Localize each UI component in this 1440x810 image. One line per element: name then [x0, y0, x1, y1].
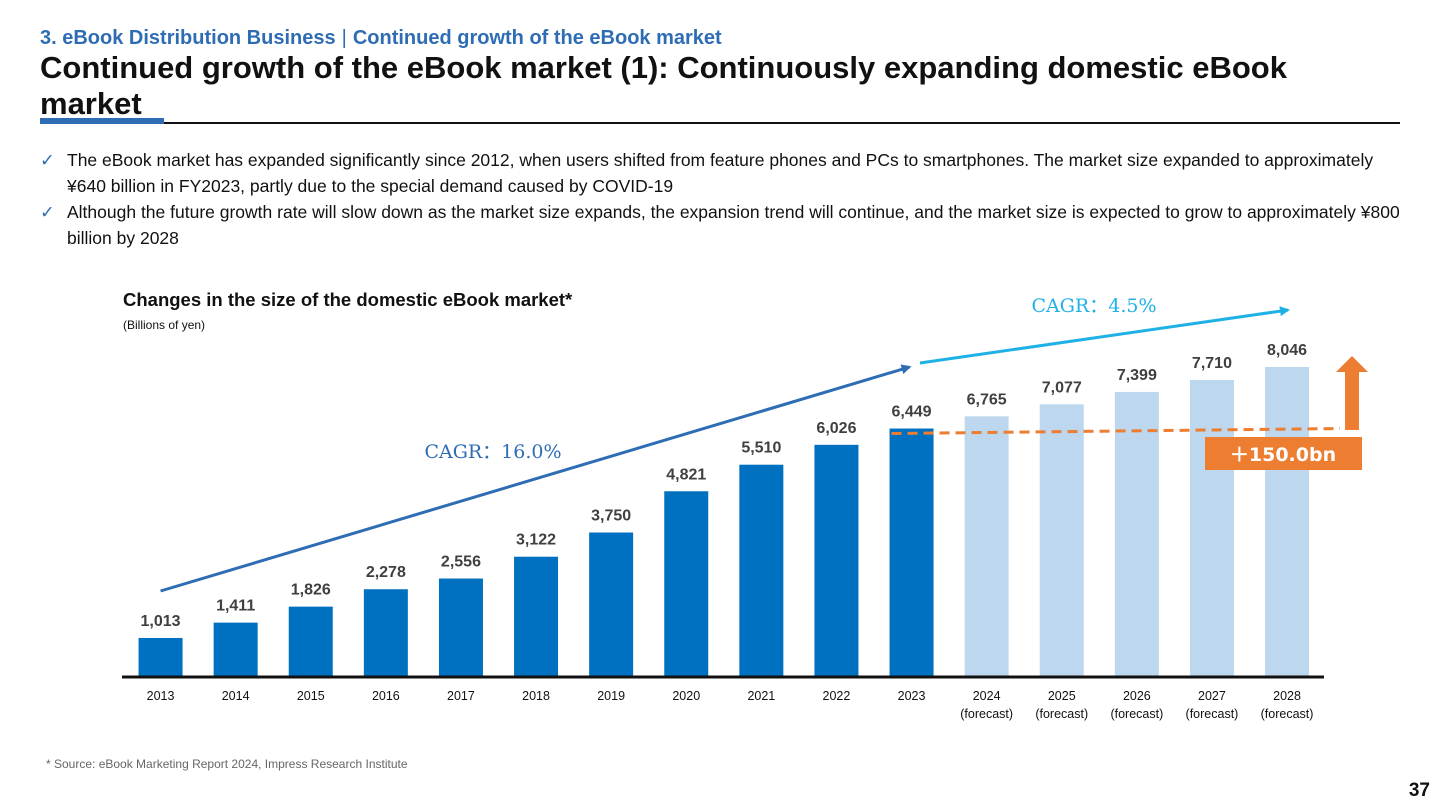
x-tick-note: (forecast) — [1261, 707, 1314, 721]
bar — [664, 491, 709, 677]
x-tick-label: 2023 — [898, 689, 926, 703]
bar — [213, 622, 258, 677]
bullet-list: ✓ The eBook market has expanded signific… — [40, 147, 1410, 251]
x-tick-note: (forecast) — [1186, 707, 1239, 721]
increase-up-arrow-icon — [1336, 356, 1368, 430]
bar — [138, 637, 183, 677]
x-tick-label: 2016 — [372, 689, 400, 703]
bar-value-label: 2,556 — [441, 554, 481, 571]
page-title: Continued growth of the eBook market (1)… — [40, 50, 1287, 121]
bar — [438, 578, 483, 677]
bullet-item: ✓ The eBook market has expanded signific… — [40, 147, 1410, 199]
checkmark-icon: ✓ — [40, 202, 55, 222]
bar-value-label: 7,710 — [1192, 355, 1232, 372]
chart-unit-label: (Billions of yen) — [123, 318, 206, 332]
x-tick-note: (forecast) — [1035, 707, 1088, 721]
x-tick-label: 2017 — [447, 689, 475, 703]
cagr-actual-label: CAGR：16.0% — [424, 441, 561, 463]
bar — [514, 556, 559, 677]
breadcrumb-separator: | — [341, 27, 347, 49]
x-tick-label: 2015 — [297, 689, 325, 703]
bar-forecast — [1265, 367, 1310, 677]
bar-forecast — [964, 416, 1009, 677]
x-tick-label: 2027 — [1198, 689, 1226, 703]
baseline-2023-dashed-line — [891, 427, 1341, 436]
bar-value-label: 8,046 — [1267, 342, 1307, 359]
bar — [363, 589, 408, 677]
bar-value-label: 2,278 — [366, 564, 406, 581]
bar-value-label: 6,026 — [816, 420, 856, 437]
bullet-text: The eBook market has expanded significan… — [67, 150, 1374, 196]
x-tick-label: 2021 — [747, 689, 775, 703]
x-tick-label: 2019 — [597, 689, 625, 703]
bar-forecast — [1114, 391, 1159, 677]
x-tick-label: 2028 — [1273, 689, 1301, 703]
x-tick-label: 2013 — [147, 689, 175, 703]
bar-value-label: 4,821 — [666, 466, 706, 483]
cagr-actual-arrow — [160, 364, 912, 593]
bar-value-label: 1,411 — [216, 598, 255, 615]
x-tick-label: 2020 — [672, 689, 700, 703]
increase-badge — [1205, 437, 1362, 470]
bar-value-label: 5,510 — [741, 440, 781, 457]
chart-title: Changes in the size of the domestic eBoo… — [123, 289, 573, 310]
bullet-item: ✓ Although the future growth rate will s… — [40, 199, 1410, 251]
bullet-text: Although the future growth rate will slo… — [67, 202, 1400, 248]
bar-value-label: 6,449 — [892, 404, 932, 421]
bar-value-label: 1,013 — [141, 613, 181, 630]
bar — [589, 532, 634, 677]
x-tick-label: 2018 — [522, 689, 550, 703]
x-tick-note: (forecast) — [960, 707, 1013, 721]
bar-value-label: 7,077 — [1042, 379, 1082, 396]
cagr-forecast-label: CAGR：4.5% — [1031, 295, 1156, 317]
bar — [889, 428, 934, 677]
increase-badge-label: ＋150.0bn — [1230, 444, 1336, 466]
source-note: * Source: eBook Marketing Report 2024, I… — [46, 757, 408, 771]
x-tick-label: 2025 — [1048, 689, 1076, 703]
x-tick-note: (forecast) — [1110, 707, 1163, 721]
title-underline — [40, 122, 1400, 124]
x-tick-label: 2024 — [973, 689, 1001, 703]
x-tick-label: 2026 — [1123, 689, 1151, 703]
bar-forecast — [1039, 404, 1084, 677]
bar-value-label: 3,122 — [516, 532, 556, 549]
checkmark-icon: ✓ — [40, 150, 55, 170]
page-number: 37 — [1408, 780, 1430, 801]
bar-value-label: 6,765 — [967, 391, 1007, 408]
bar-value-label: 7,399 — [1117, 367, 1157, 384]
subsection-label: Continued growth of the eBook market — [352, 27, 722, 49]
bar — [739, 464, 784, 677]
bar-value-label: 3,750 — [591, 508, 631, 525]
x-tick-label: 2014 — [222, 689, 250, 703]
section-label: 3. eBook Distribution Business — [40, 27, 336, 49]
bar — [814, 444, 859, 677]
title-accent-bar — [40, 118, 164, 124]
bar — [288, 606, 333, 677]
section-breadcrumb: 3. eBook Distribution Business | Continued… — [40, 27, 722, 50]
cagr-forecast-arrow — [919, 306, 1290, 365]
x-tick-label: 2022 — [823, 689, 851, 703]
bar-forecast — [1189, 379, 1234, 677]
bar-value-label: 1,826 — [291, 582, 331, 599]
